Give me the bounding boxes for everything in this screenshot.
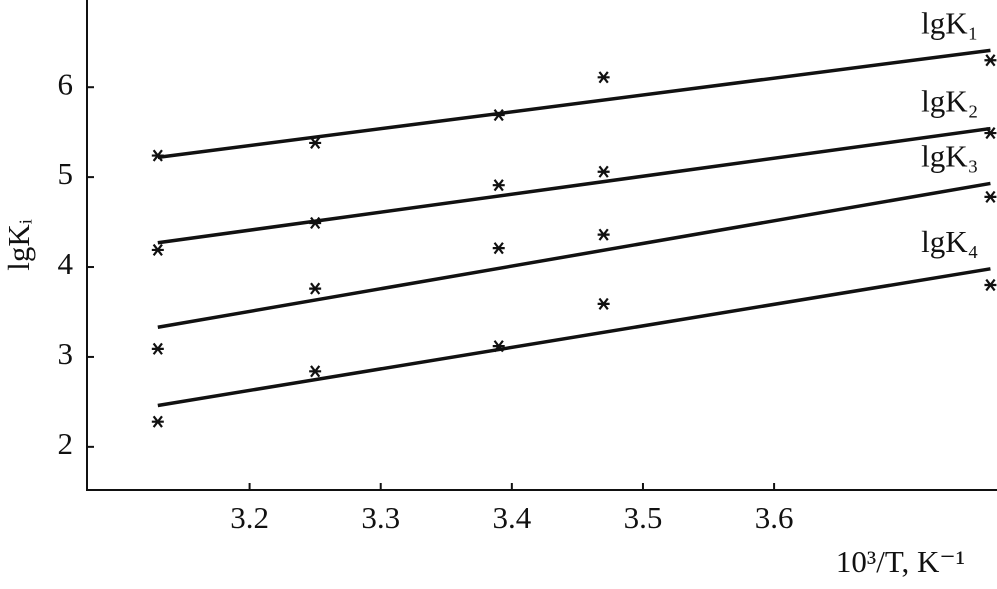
y-tick-label: 3 <box>58 336 74 371</box>
y-axis-label: lgKᵢ <box>1 219 36 271</box>
point <box>597 165 610 178</box>
point <box>151 243 164 257</box>
fit-line <box>157 126 991 245</box>
point <box>984 278 997 292</box>
series-label: lgK₁ <box>921 5 978 40</box>
point <box>492 340 505 353</box>
x-tick-label: 3.5 <box>624 500 663 535</box>
point <box>309 282 322 295</box>
x-tick-label: 3.6 <box>755 500 794 535</box>
x-axis-label: 10³/T, K⁻¹ <box>836 544 965 579</box>
series-label: lgK₃ <box>921 139 978 174</box>
point <box>984 126 997 140</box>
point <box>597 71 610 84</box>
point <box>492 242 505 255</box>
point <box>151 342 164 355</box>
y-tick-label: 5 <box>58 156 74 191</box>
point <box>309 136 322 150</box>
point <box>309 216 322 230</box>
x-tick-label: 3.2 <box>230 500 269 535</box>
series-label: lgK₂ <box>921 84 978 119</box>
point <box>597 297 610 310</box>
fit-line <box>157 181 991 329</box>
point <box>151 149 164 162</box>
y-tick-label: 2 <box>58 426 74 461</box>
y-tick-label: 6 <box>58 66 74 101</box>
point <box>597 228 610 241</box>
point <box>151 415 164 428</box>
series-label: lgK₄ <box>921 224 978 259</box>
x-tick-label: 3.4 <box>492 500 531 535</box>
fit-line <box>157 48 991 160</box>
point <box>492 109 505 122</box>
point <box>309 365 322 378</box>
point <box>984 54 997 67</box>
fit-line <box>157 267 991 408</box>
y-tick-label: 4 <box>58 246 74 281</box>
x-tick-label: 3.3 <box>361 500 400 535</box>
point <box>492 179 505 192</box>
point <box>984 190 997 203</box>
